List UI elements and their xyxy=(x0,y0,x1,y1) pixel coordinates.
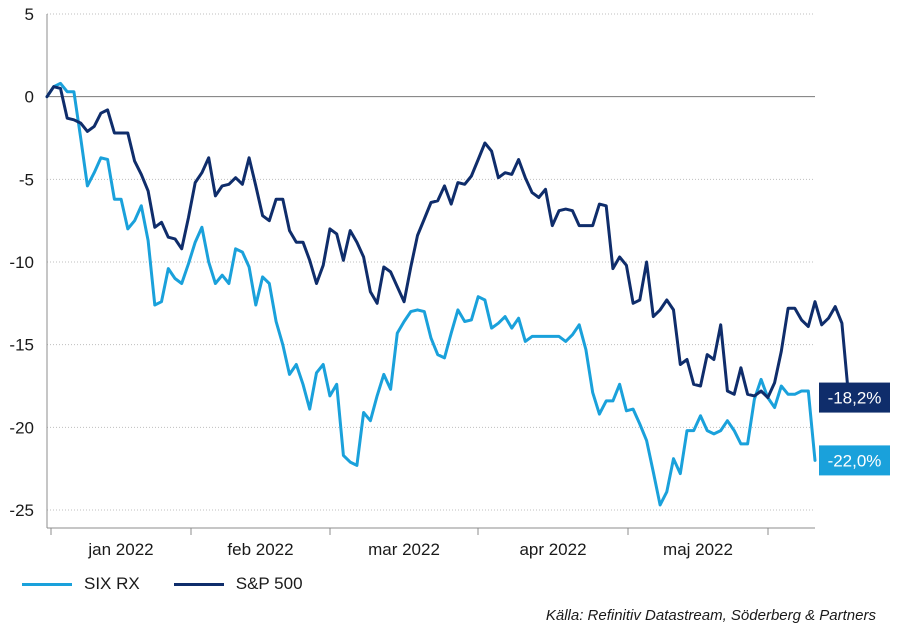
legend: SIX RX S&P 500 xyxy=(22,574,303,594)
y-tick-label: -20 xyxy=(9,418,34,437)
legend-swatch-six-rx xyxy=(22,582,72,586)
end-labels: -22,0% -18,2% xyxy=(819,382,890,476)
legend-item-six-rx: SIX RX xyxy=(22,574,140,594)
legend-swatch-sp500 xyxy=(173,582,224,586)
legend-label-sp500: S&P 500 xyxy=(235,574,303,593)
series-layer xyxy=(45,81,851,507)
x-tick-label: maj 2022 xyxy=(663,540,733,559)
gridlines xyxy=(47,13,815,511)
series-line-1 xyxy=(45,85,851,400)
axes: 5 0 -5 -10 -15 -20 -25 jan 2022 feb 2022 mar 2022… xyxy=(9,5,815,559)
y-tick-label: 5 xyxy=(25,5,34,24)
y-tick-label: 0 xyxy=(25,88,34,107)
y-tick-label: -25 xyxy=(9,501,34,520)
end-label-text-1: -18,2% xyxy=(828,389,882,408)
legend-item-sp500: S&P 500 xyxy=(173,574,303,594)
y-tick-label: -5 xyxy=(19,170,34,189)
legend-label-six-rx: SIX RX xyxy=(84,574,140,593)
end-label-text-0: -22,0% xyxy=(828,451,882,470)
x-tick-label: mar 2022 xyxy=(368,540,440,559)
source-note: Källa: Refinitiv Datastream, Söderberg &… xyxy=(545,607,876,624)
y-tick-label: -15 xyxy=(9,336,34,355)
end-label-box-0 xyxy=(819,445,890,476)
x-tick-label: jan 2022 xyxy=(87,540,153,559)
x-tick-label: feb 2022 xyxy=(227,540,293,559)
end-label-box-1 xyxy=(819,382,890,413)
y-tick-label: -10 xyxy=(9,253,34,272)
x-tick-label: apr 2022 xyxy=(519,540,586,559)
series-line-0 xyxy=(45,81,817,507)
